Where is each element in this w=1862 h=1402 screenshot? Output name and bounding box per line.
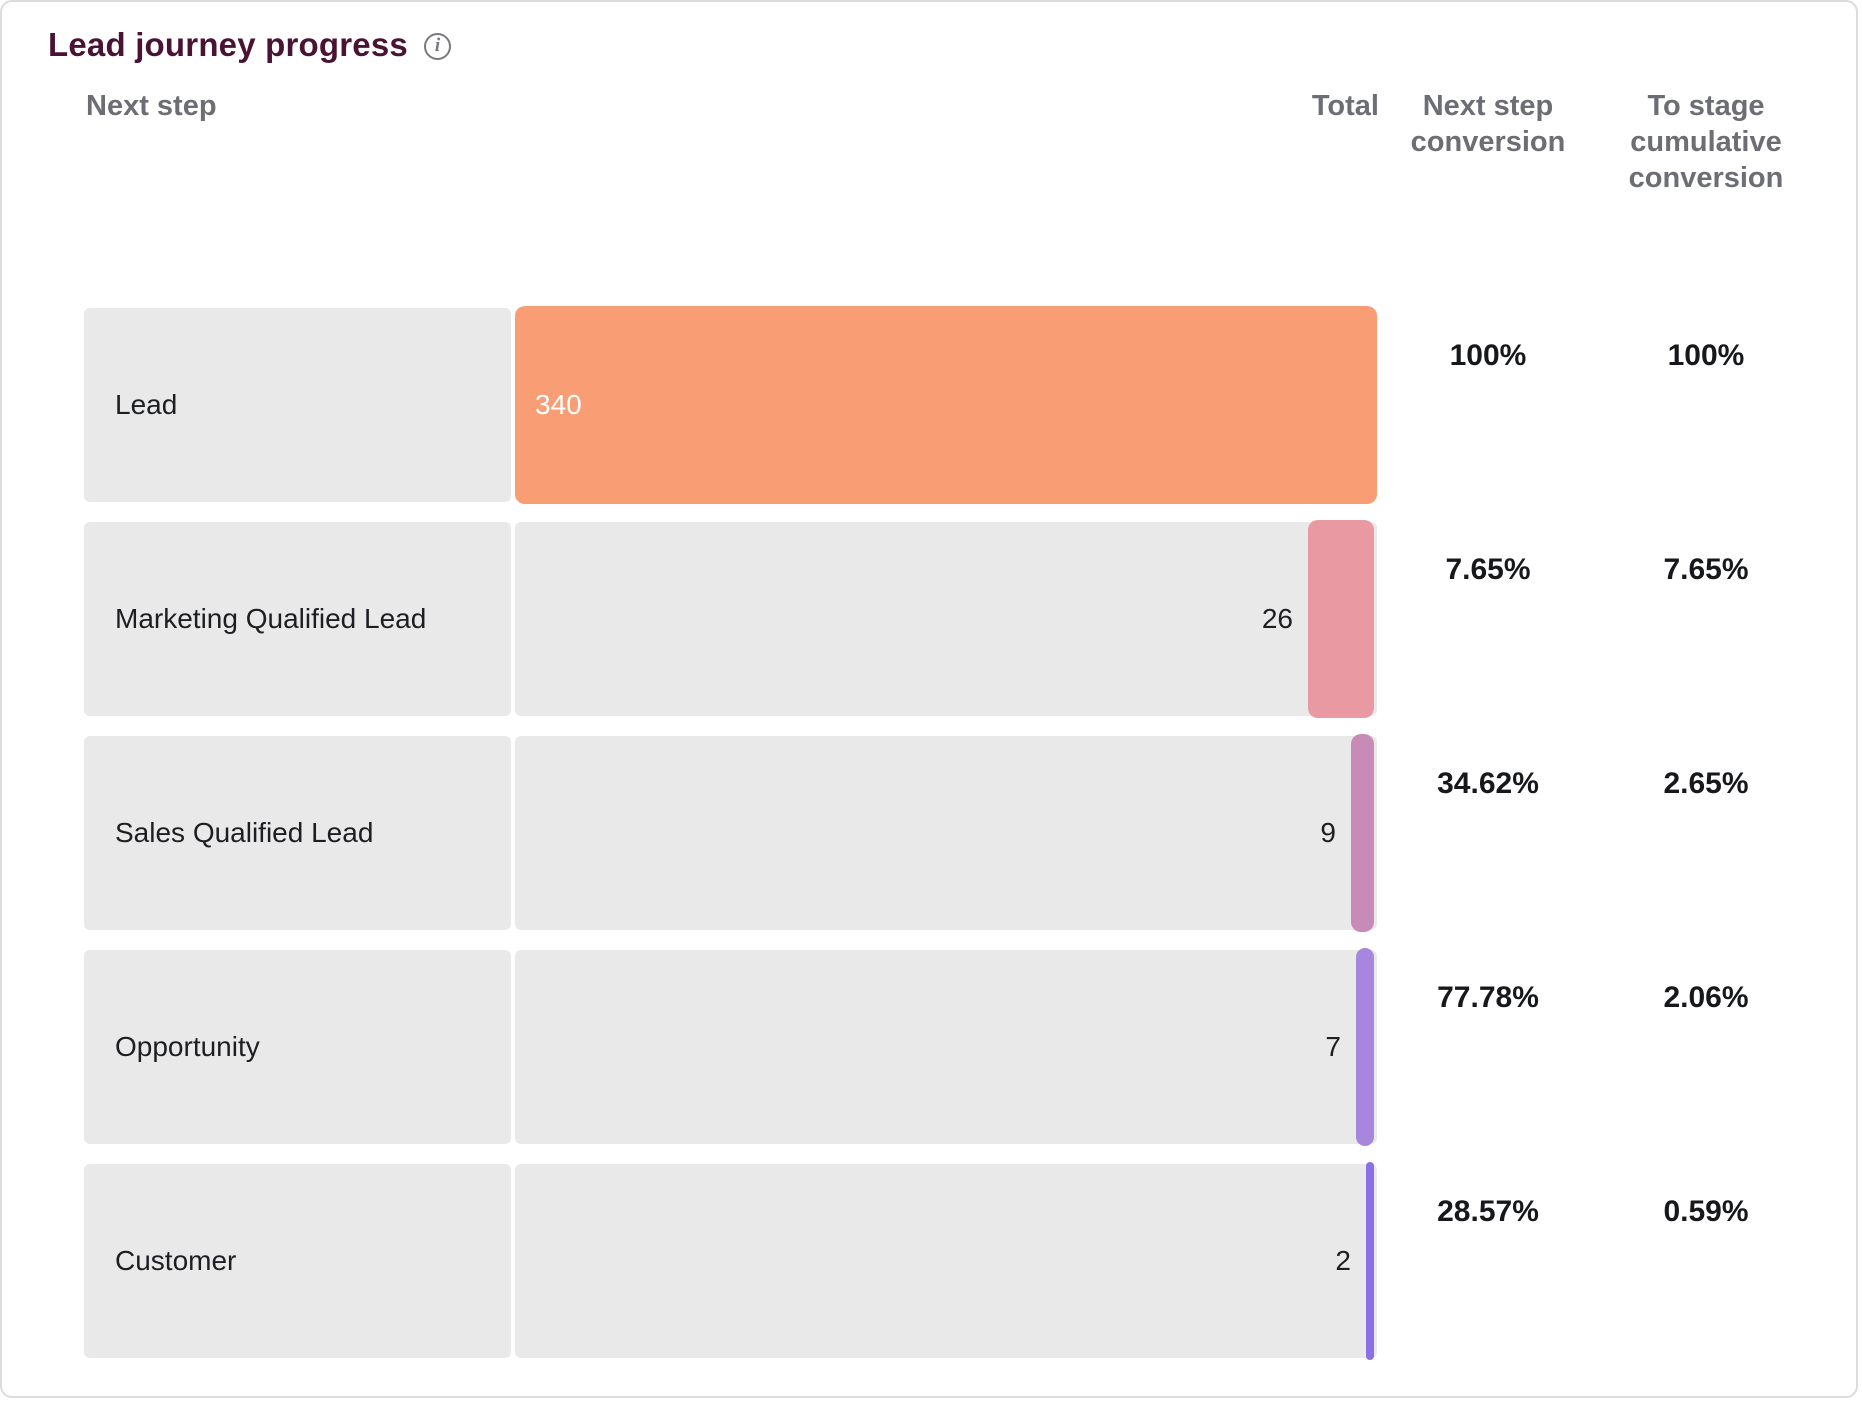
stage-bar[interactable] <box>1308 520 1374 718</box>
cumulative-conversion-value: 100% <box>1667 339 1745 372</box>
col-header-to-stage-cumulative-conversion: To stage cumulative conversion <box>1628 90 1784 194</box>
funnel-row: Customer 2 28.57% 0.59% <box>84 1162 1862 1360</box>
info-icon[interactable]: i <box>423 32 451 60</box>
card-header: Lead journey progress i <box>48 26 451 64</box>
stage-bar[interactable] <box>1366 1162 1374 1360</box>
next-step-conversion-value: 34.62% <box>1437 767 1539 800</box>
bar-track: 2 <box>515 1162 1377 1360</box>
stage-label-cell: Sales Qualified Lead <box>84 736 511 930</box>
cumulative-conversion-value: 2.65% <box>1663 767 1749 800</box>
stage-bar[interactable] <box>515 306 1377 504</box>
cumulative-conversion-value: 7.65% <box>1663 553 1749 586</box>
bar-track: 26 <box>515 520 1377 718</box>
stage-label: Marketing Qualified Lead <box>115 603 427 634</box>
stage-total: 7 <box>1325 1031 1341 1062</box>
stage-bar[interactable] <box>1356 948 1374 1146</box>
funnel-rows: Lead 340 100% 100% Marketing Qualified L… <box>84 306 1862 1378</box>
next-step-conversion-value: 77.78% <box>1437 981 1539 1014</box>
stage-label-cell: Customer <box>84 1164 511 1358</box>
bar-track: 9 <box>515 734 1377 932</box>
stage-label: Opportunity <box>115 1031 260 1062</box>
stage-total: 340 <box>535 389 582 420</box>
next-step-conversion-value: 28.57% <box>1437 1195 1539 1228</box>
bar-track: 7 <box>515 948 1377 1146</box>
stage-label: Sales Qualified Lead <box>115 817 374 848</box>
stage-total: 26 <box>1261 603 1293 634</box>
stage-bar[interactable] <box>1351 734 1374 932</box>
stage-label: Customer <box>115 1245 237 1276</box>
cumulative-conversion-value: 0.59% <box>1663 1195 1749 1228</box>
stage-total: 9 <box>1320 817 1336 848</box>
stage-label: Lead <box>115 389 178 420</box>
col-header-total: Total <box>1311 90 1379 122</box>
bar-track: 340 <box>515 306 1377 504</box>
next-step-conversion-value: 7.65% <box>1445 553 1531 586</box>
funnel-row: Marketing Qualified Lead 26 7.65% 7.65% <box>84 520 1862 718</box>
col-header-next-step: Next step <box>86 90 217 122</box>
col-header-next-step-conversion: Next step conversion <box>1410 90 1566 158</box>
stage-label-cell: Marketing Qualified Lead <box>84 522 511 716</box>
cumulative-conversion-value: 2.06% <box>1663 981 1749 1014</box>
page-title: Lead journey progress <box>48 26 408 63</box>
stage-total: 2 <box>1335 1245 1351 1276</box>
stage-label-cell: Lead <box>84 308 511 502</box>
next-step-conversion-value: 100% <box>1449 339 1527 372</box>
funnel-row: Opportunity 7 77.78% 2.06% <box>84 948 1862 1146</box>
stage-label-cell: Opportunity <box>84 950 511 1144</box>
funnel-row: Sales Qualified Lead 9 34.62% 2.65% <box>84 734 1862 932</box>
funnel-row: Lead 340 100% 100% <box>84 306 1862 504</box>
